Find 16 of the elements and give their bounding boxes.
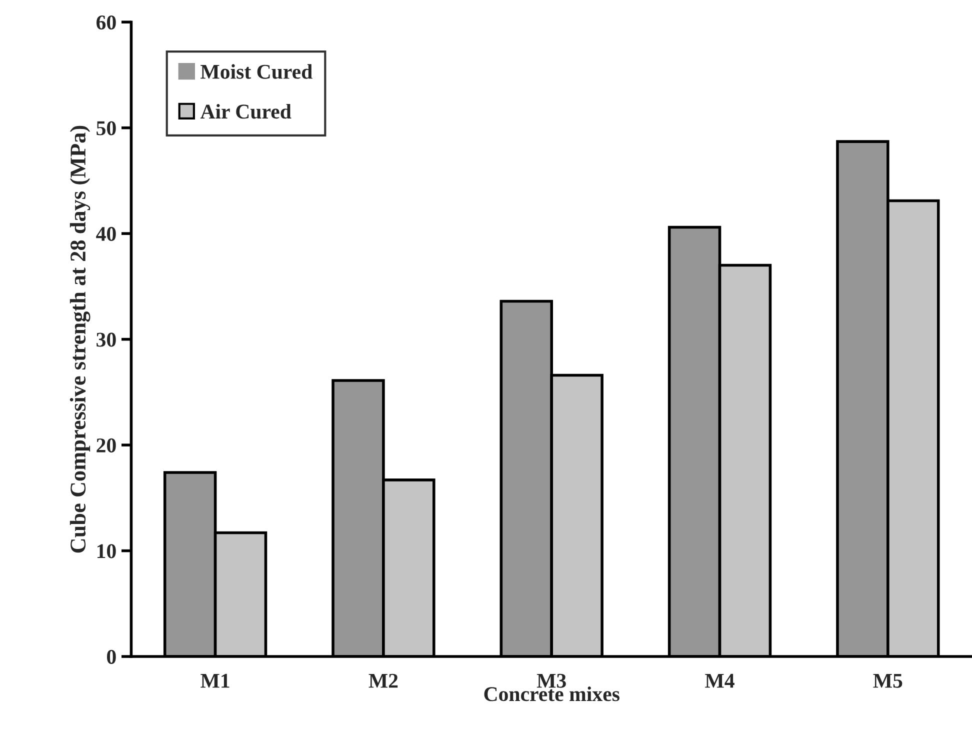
y-axis-title: Cube Compressive strength at 28 days (MPa)	[70, 126, 90, 553]
y-tick-label: 30	[96, 332, 116, 347]
legend-label: Moist Cured	[200, 64, 312, 79]
y-tick-label: 50	[96, 121, 116, 136]
legend-label: Air Cured	[200, 104, 292, 119]
y-tick-label: 10	[97, 544, 116, 558]
x-tick-label: M2	[368, 674, 398, 688]
x-tick-label: M3	[536, 674, 566, 688]
y-tick-label: 20	[96, 438, 116, 452]
y-tick-label: 40	[96, 226, 116, 241]
x-tick-label: M1	[200, 674, 230, 688]
x-tick-label: M5	[873, 674, 902, 688]
y-tick-label: 60	[96, 15, 116, 30]
x-tick-label: M4	[705, 674, 734, 688]
y-tick-label: 0	[107, 650, 116, 664]
x-axis-title: Concrete mixes	[484, 686, 620, 702]
